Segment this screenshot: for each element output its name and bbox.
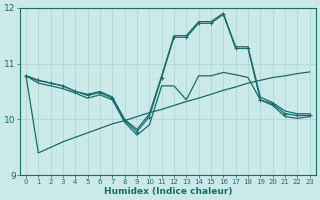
X-axis label: Humidex (Indice chaleur): Humidex (Indice chaleur) <box>104 187 232 196</box>
